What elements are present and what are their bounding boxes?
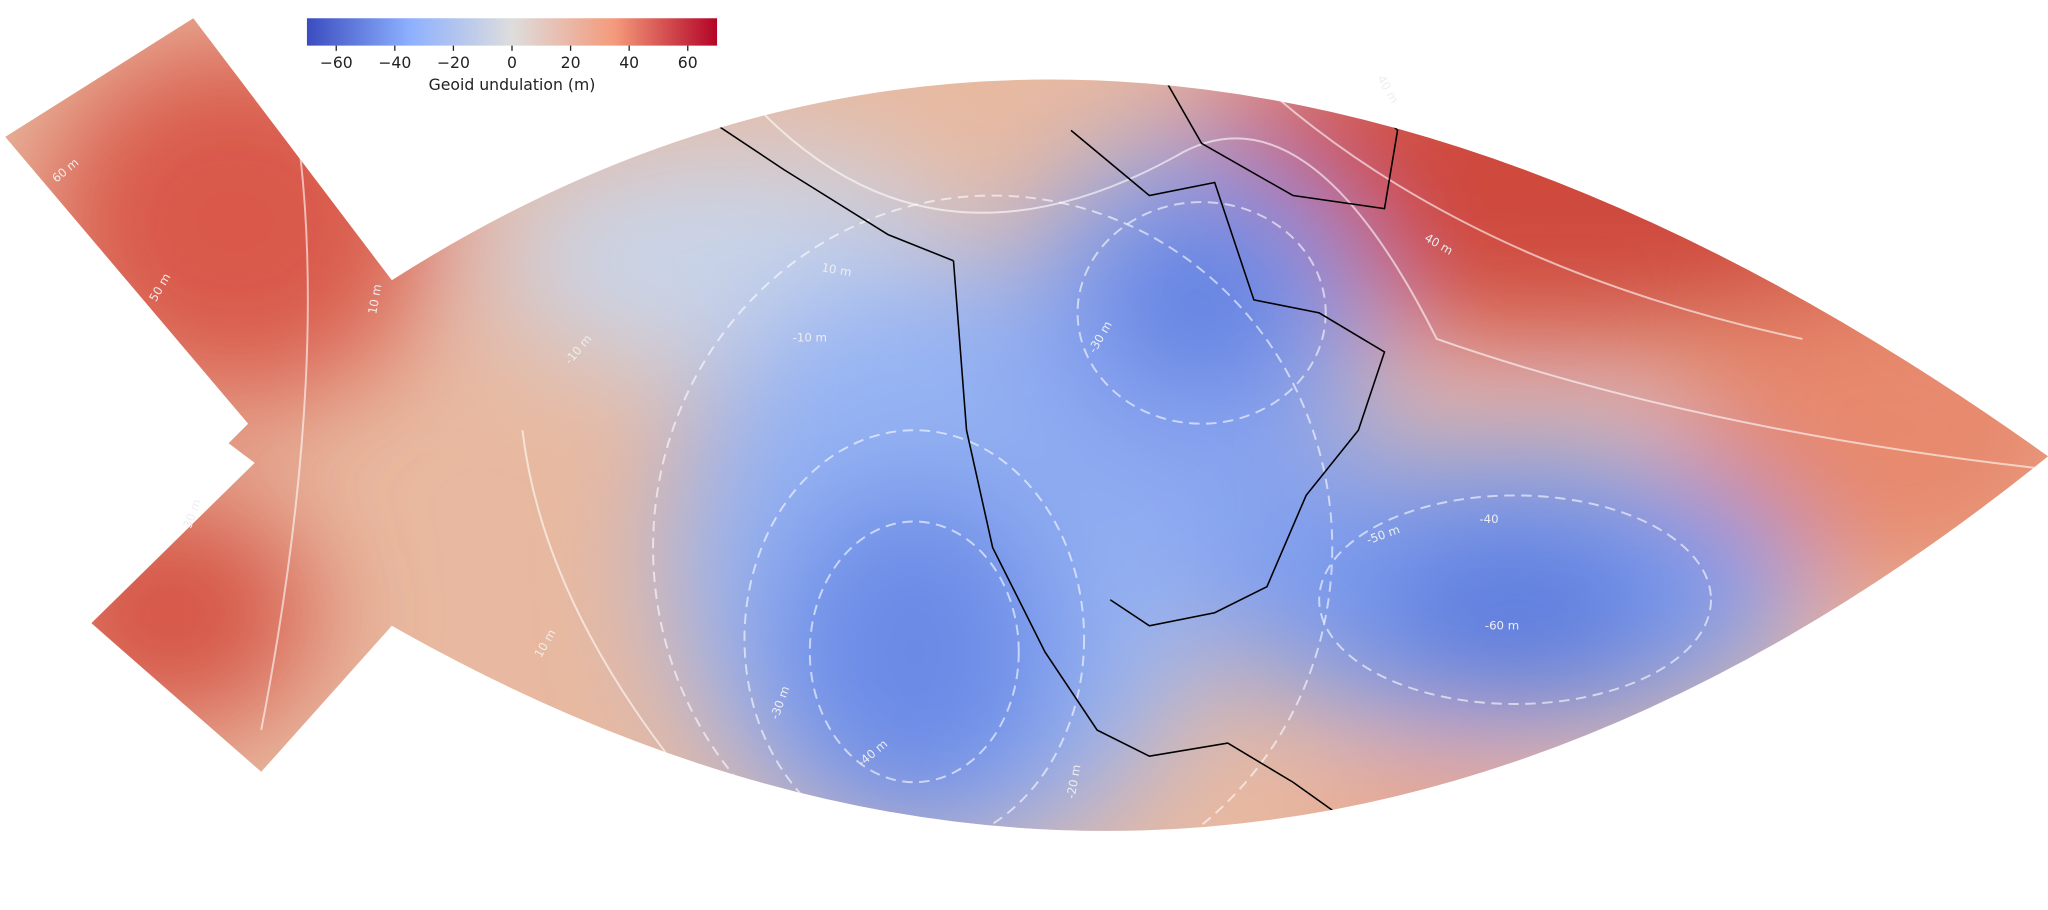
contour-label: 40 m xyxy=(1374,73,1401,106)
colorbar-tick-label: 0 xyxy=(507,53,517,72)
colorbar-tick-label: −40 xyxy=(378,53,411,72)
contour-label: -40 xyxy=(1479,512,1498,526)
contour-label: -20 m xyxy=(1064,763,1084,799)
colorbar-gradient xyxy=(306,18,718,46)
colorbar-label: Geoid undulation (m) xyxy=(429,75,596,94)
colorbar: Geoid undulation (m) −60 −40 −20 0 20 40 60 xyxy=(306,18,718,94)
colorbar-tick-label: 60 xyxy=(678,53,698,72)
contour-label: -60 m xyxy=(1485,619,1519,633)
colorbar-tick-label: −20 xyxy=(437,53,470,72)
colorbar-tick-label: 20 xyxy=(561,53,581,72)
contour-label: -10 m xyxy=(793,331,827,345)
contour-label: 10 m xyxy=(821,260,853,279)
colorbar-tick-label: 40 xyxy=(619,53,639,72)
contour-label: 10 m xyxy=(365,283,384,315)
colorbar-tick-label: −60 xyxy=(320,53,353,72)
